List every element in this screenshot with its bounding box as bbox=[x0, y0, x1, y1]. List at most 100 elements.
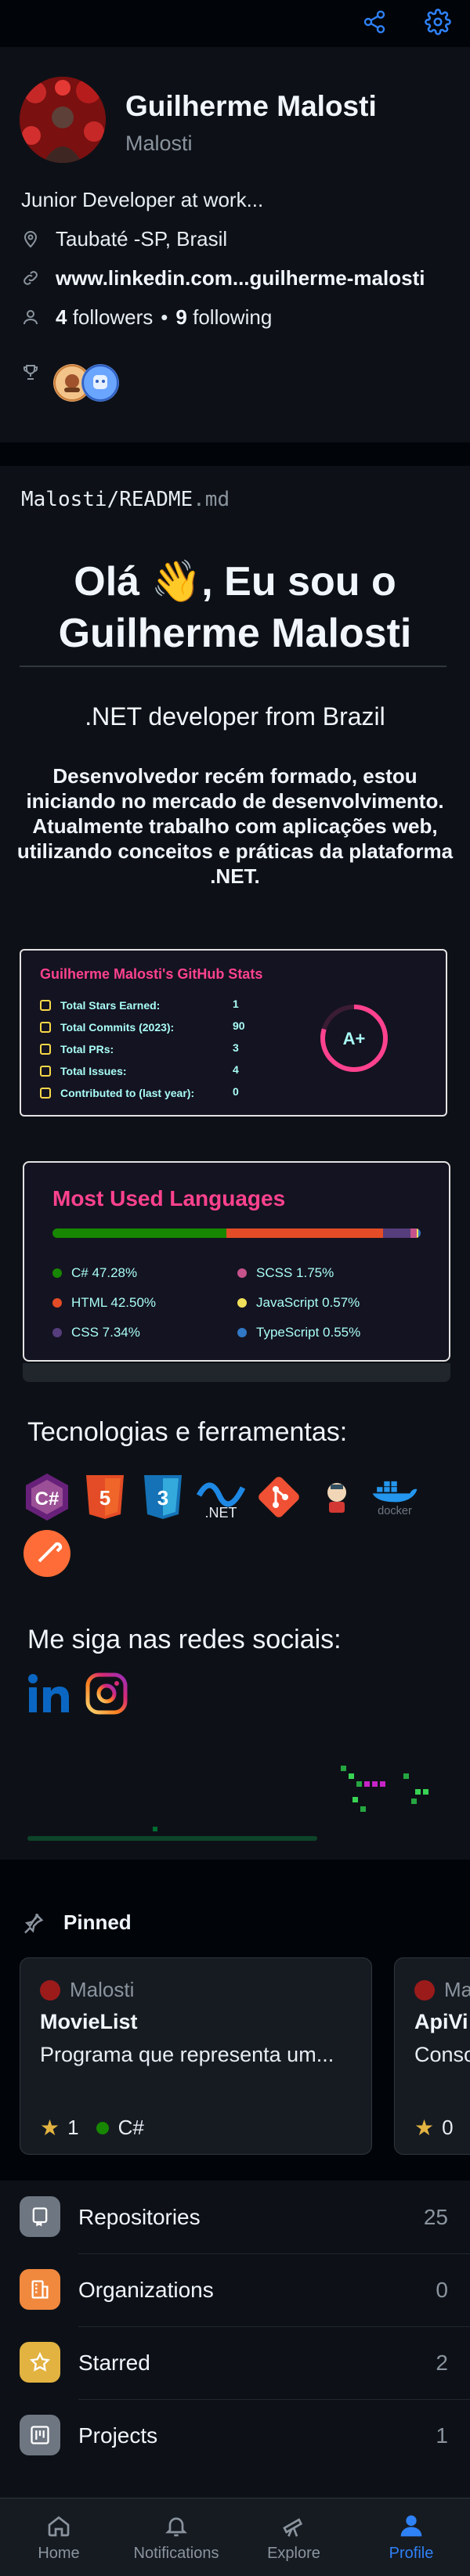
pull-request-icon bbox=[40, 1044, 51, 1055]
pinned-heading-text: Pinned bbox=[63, 1910, 132, 1934]
top-bar bbox=[0, 0, 470, 47]
readme-section: Malosti/README.md Olá 👋, Eu sou o Guilhe… bbox=[0, 466, 470, 1860]
language-bar-segment bbox=[383, 1228, 410, 1238]
linkedin-icon[interactable] bbox=[27, 1672, 71, 1716]
repo-meta: ★ 1 C# bbox=[40, 2115, 144, 2141]
languages-bar bbox=[52, 1228, 421, 1238]
repo-name: MovieList bbox=[40, 2010, 138, 2033]
language-bar-segment bbox=[226, 1228, 383, 1238]
language-dot bbox=[237, 1268, 247, 1278]
postman-icon[interactable] bbox=[22, 1528, 72, 1578]
owner-name: Malosti bbox=[70, 1978, 135, 2001]
readme-heading-line1: Olá 👋, Eu sou o bbox=[74, 559, 396, 604]
language-label: C# 47.28% bbox=[71, 1265, 138, 1280]
docker-icon[interactable]: docker bbox=[370, 1472, 420, 1522]
stats-title: Guilherme Malosti's GitHub Stats bbox=[40, 966, 263, 982]
css3-icon[interactable]: 3 bbox=[138, 1472, 188, 1522]
dotnet-icon[interactable]: .NET bbox=[196, 1472, 246, 1522]
person-icon bbox=[400, 2515, 422, 2536]
repo-name: ApiVi bbox=[414, 2010, 468, 2033]
menu-item-starred[interactable]: Starred 2 bbox=[0, 2326, 470, 2399]
stat-row: Contributed to (last year): bbox=[40, 1085, 194, 1101]
separator-dot: • bbox=[161, 305, 168, 329]
bottom-navigation: Home Notifications Explore Profile bbox=[0, 2498, 470, 2576]
jenkins-icon[interactable] bbox=[312, 1472, 362, 1522]
project-icon bbox=[20, 2415, 60, 2455]
stat-label: Total Stars Earned: bbox=[60, 999, 161, 1012]
menu-item-repositories[interactable]: Repositories 25 bbox=[0, 2181, 470, 2253]
menu-item-projects[interactable]: Projects 1 bbox=[0, 2399, 470, 2472]
readme-ext: .md bbox=[193, 488, 230, 511]
star-icon bbox=[40, 1000, 51, 1011]
stat-value: 1 bbox=[233, 998, 239, 1010]
nav-profile[interactable]: Profile bbox=[352, 2498, 470, 2576]
git-icon[interactable] bbox=[254, 1472, 304, 1522]
menu-item-organizations[interactable]: Organizations 0 bbox=[0, 2253, 470, 2326]
language-item: HTML 42.50% bbox=[52, 1294, 156, 1311]
following-count: 9 bbox=[175, 305, 187, 329]
language-bar-segment bbox=[410, 1228, 417, 1238]
pinned-repo-card[interactable]: Malosti ApiVi Conso ★ 0 bbox=[394, 1957, 470, 2155]
achievements-row bbox=[21, 359, 56, 385]
menu-count: 1 bbox=[436, 2423, 448, 2448]
language-item: C# 47.28% bbox=[52, 1265, 137, 1282]
social-heading: Me siga nas redes sociais: bbox=[27, 1625, 342, 1654]
following-link[interactable]: 9 following bbox=[175, 305, 272, 330]
html5-icon[interactable]: 5 bbox=[80, 1472, 130, 1522]
star-icon: ★ bbox=[40, 2116, 60, 2140]
avatar[interactable] bbox=[20, 77, 106, 163]
stat-value: 3 bbox=[233, 1041, 239, 1054]
followers-link[interactable]: 4 followers bbox=[56, 305, 153, 330]
achievement-badge-2[interactable] bbox=[81, 364, 119, 402]
readme-user: Malosti/ bbox=[21, 488, 120, 511]
star-count: 0 bbox=[442, 2116, 454, 2139]
repo-owner: Malosti bbox=[40, 1978, 134, 2002]
website-link[interactable]: www.linkedin.com...guilherme-malosti bbox=[56, 265, 425, 290]
menu-count: 2 bbox=[436, 2350, 448, 2375]
language-dot bbox=[96, 2121, 109, 2134]
language-dot bbox=[237, 1328, 247, 1337]
share-icon[interactable] bbox=[359, 6, 390, 38]
instagram-icon[interactable] bbox=[85, 1672, 128, 1716]
star-count: 1 bbox=[67, 2116, 79, 2139]
settings-gear-icon[interactable] bbox=[422, 6, 454, 38]
person-icon bbox=[24, 310, 38, 325]
repo-description: Programa que representa um... bbox=[40, 2043, 334, 2066]
menu-label: Organizations bbox=[78, 2277, 214, 2302]
divider bbox=[78, 2326, 470, 2327]
location-row: Taubaté -SP, Brasil bbox=[21, 225, 227, 252]
followers-count: 4 bbox=[56, 305, 67, 329]
svg-text:docker: docker bbox=[378, 1505, 412, 1517]
repo-description: Conso bbox=[414, 2043, 470, 2066]
svg-text:C#: C# bbox=[35, 1488, 60, 1510]
language-label: CSS 7.34% bbox=[71, 1325, 140, 1340]
grade-ring: A+ bbox=[320, 1005, 388, 1072]
pinned-repo-card[interactable]: Malosti MovieList Programa que represent… bbox=[20, 1957, 372, 2155]
readme-subheading: .NET developer from Brazil bbox=[85, 702, 385, 731]
nav-label: Home bbox=[38, 2544, 80, 2562]
language-bar-segment bbox=[52, 1228, 227, 1238]
repo-icon bbox=[40, 1088, 51, 1099]
profile-menu: Repositories 25 Organizations 0 Starred … bbox=[0, 2181, 470, 2498]
language-item: CSS 7.34% bbox=[52, 1324, 140, 1341]
languages-title: Most Used Languages bbox=[52, 1186, 286, 1210]
stat-row: Total Commits (2023): bbox=[40, 1019, 174, 1035]
profile-login: Malosti bbox=[125, 132, 193, 155]
profile-name: Guilherme Malosti bbox=[125, 90, 377, 122]
repo-meta: ★ 0 bbox=[414, 2115, 454, 2141]
stat-row: Total Issues: bbox=[40, 1063, 127, 1079]
nav-explore[interactable]: Explore bbox=[235, 2498, 352, 2576]
nav-notifications[interactable]: Notifications bbox=[118, 2498, 235, 2576]
grade-text: A+ bbox=[343, 1029, 366, 1048]
nav-home[interactable]: Home bbox=[0, 2498, 118, 2576]
pinned-heading: Pinned bbox=[21, 1910, 132, 1935]
nav-label: Notifications bbox=[133, 2544, 219, 2562]
website-row[interactable]: www.linkedin.com...guilherme-malosti bbox=[21, 265, 425, 291]
csharp-icon[interactable]: C# bbox=[22, 1472, 72, 1522]
svg-text:3: 3 bbox=[157, 1486, 168, 1510]
trophy-icon bbox=[24, 365, 38, 380]
owner-name: Malosti bbox=[444, 1978, 470, 2001]
stat-value: 0 bbox=[233, 1085, 239, 1098]
menu-label: Projects bbox=[78, 2423, 158, 2448]
language-item: JavaScript 0.57% bbox=[237, 1294, 360, 1311]
